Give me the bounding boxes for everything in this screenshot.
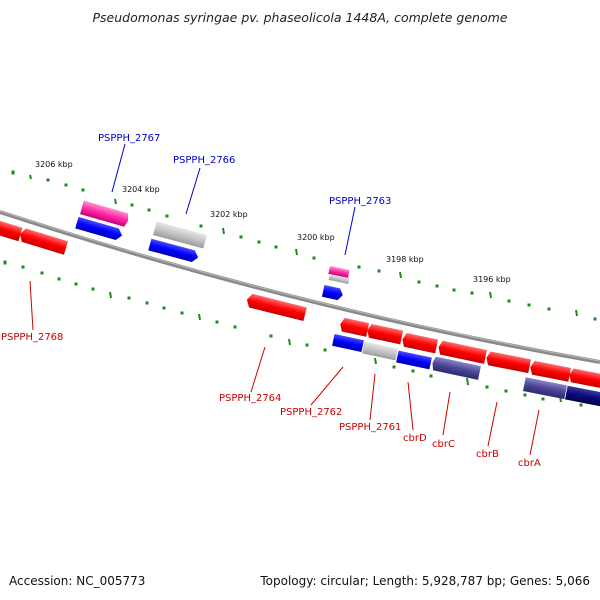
forward-genes [75, 200, 350, 301]
accession-text: Accession: NC_005773 [9, 574, 146, 588]
gene-cbra[interactable] [564, 385, 600, 407]
gene-pspph-2763[interactable] [328, 266, 350, 278]
genome-backbone-highlight [0, 210, 600, 362]
gene-cbrd[interactable] [396, 350, 432, 370]
inner-tick-ring [3, 260, 583, 407]
gene-label: cbrD [403, 433, 427, 444]
gene-label: PSPPH_2767 [98, 133, 160, 144]
outer-tick-ring [11, 170, 597, 321]
gene-label: PSPPH_2763 [329, 196, 391, 207]
gene-label: PSPPH_2768 [1, 332, 63, 343]
gene-reverse-red[interactable] [529, 360, 571, 382]
gene-pspph-2767[interactable] [80, 200, 130, 228]
tick-label: 3196 kbp [473, 275, 511, 284]
gene-reverse-red[interactable] [437, 340, 487, 364]
gene-label: PSPPH_2762 [280, 407, 342, 418]
gene-cbrc[interactable] [431, 356, 481, 380]
gene-pspph-2764[interactable] [245, 293, 307, 322]
gene-reverse-red[interactable] [485, 351, 531, 374]
genome-backbone [0, 210, 600, 364]
gene-reverse-red[interactable] [18, 227, 68, 255]
tick-label: 3198 kbp [386, 255, 424, 264]
tick-label: 3202 kbp [210, 210, 248, 219]
gene-reverse-red[interactable] [366, 323, 404, 345]
genome-summary-text: Topology: circular; Length: 5,928,787 bp… [260, 574, 590, 588]
gene-label: cbrB [476, 449, 499, 460]
tick-label: 3204 kbp [122, 185, 160, 194]
gene-pspph-2768[interactable] [0, 220, 23, 242]
gene-pspph-2762[interactable] [339, 317, 370, 337]
gene-label: cbrC [432, 439, 455, 450]
gene-label: PSPPH_2766 [173, 155, 235, 166]
gene-pspph-2761[interactable] [332, 334, 364, 352]
gene-forward-blue[interactable] [148, 238, 199, 264]
tick-label: 3206 kbp [35, 160, 73, 169]
gene-label: PSPPH_2764 [219, 393, 281, 404]
gene-reverse-red[interactable] [568, 368, 600, 388]
gene-cbrb[interactable] [523, 377, 567, 400]
gene-reverse-grey[interactable] [362, 341, 398, 361]
gene-forward-blue[interactable] [75, 216, 123, 241]
tick-label: 3200 kbp [297, 233, 335, 242]
gene-label: PSPPH_2761 [339, 422, 401, 433]
label-leaders [29, 143, 540, 456]
map-title: Pseudomonas syringae pv. phaseolicola 14… [92, 10, 508, 25]
gene-pspph-2766[interactable] [153, 221, 207, 249]
reverse-genes [0, 220, 600, 407]
gene-forward-blue[interactable] [321, 285, 344, 301]
gene-reverse-red[interactable] [401, 332, 439, 354]
gene-forward-grey[interactable] [328, 273, 350, 285]
gene-label: cbrA [518, 458, 541, 469]
